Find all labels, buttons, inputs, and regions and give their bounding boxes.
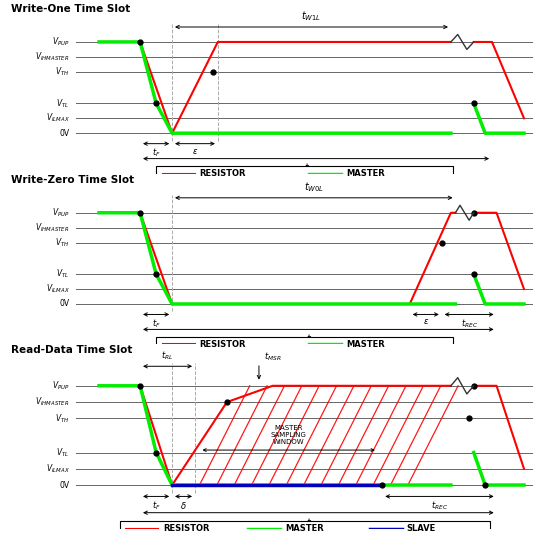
Text: $V_{IHMASTER}$: $V_{IHMASTER}$: [35, 222, 69, 234]
Text: $t_{SLOT}$: $t_{SLOT}$: [306, 516, 330, 530]
Text: $t_{REC}$: $t_{REC}$: [431, 500, 448, 512]
FancyBboxPatch shape: [156, 337, 453, 352]
Text: Read-Data Time Slot: Read-Data Time Slot: [11, 345, 132, 355]
Text: $t_{REC}$: $t_{REC}$: [461, 317, 478, 330]
Text: $t_{W0L}$: $t_{W0L}$: [304, 180, 324, 194]
FancyBboxPatch shape: [120, 521, 490, 537]
Text: RESISTOR: RESISTOR: [200, 169, 246, 178]
Text: $\varepsilon$: $\varepsilon$: [423, 317, 429, 326]
Text: $V_{PUP}$: $V_{PUP}$: [52, 207, 69, 219]
Text: $t_{SLOT}$: $t_{SLOT}$: [304, 161, 328, 175]
Text: $V_{TH}$: $V_{TH}$: [55, 66, 69, 78]
Text: $V_{PUP}$: $V_{PUP}$: [52, 380, 69, 392]
Text: 0V: 0V: [59, 300, 69, 309]
Text: $t_F$: $t_F$: [152, 317, 160, 330]
Text: $\delta$: $\delta$: [180, 500, 187, 511]
Text: MASTER: MASTER: [285, 525, 324, 533]
FancyBboxPatch shape: [156, 166, 453, 181]
Text: Write-One Time Slot: Write-One Time Slot: [11, 4, 130, 14]
Text: MASTER: MASTER: [346, 169, 385, 178]
Text: $t_{MSR}$: $t_{MSR}$: [263, 350, 281, 363]
Text: $t_F$: $t_F$: [152, 500, 160, 512]
Text: $\varepsilon$: $\varepsilon$: [192, 147, 198, 155]
Text: $V_{TL}$: $V_{TL}$: [56, 268, 69, 280]
Text: $V_{TL}$: $V_{TL}$: [56, 97, 69, 110]
Text: $V_{TH}$: $V_{TH}$: [55, 236, 69, 249]
Text: RESISTOR: RESISTOR: [163, 525, 209, 533]
Text: $V_{ILMAX}$: $V_{ILMAX}$: [46, 462, 69, 475]
Text: $V_{PUP}$: $V_{PUP}$: [52, 36, 69, 48]
Text: SLAVE: SLAVE: [407, 525, 436, 533]
Text: $t_{RL}$: $t_{RL}$: [162, 350, 174, 362]
Text: MASTER
SAMPLING
WINDOW: MASTER SAMPLING WINDOW: [271, 425, 307, 445]
Text: $V_{ILMAX}$: $V_{ILMAX}$: [46, 283, 69, 295]
Text: $V_{IHMASTER}$: $V_{IHMASTER}$: [35, 51, 69, 63]
Text: $V_{IHMASTER}$: $V_{IHMASTER}$: [35, 396, 69, 408]
Text: $t_{W1L}$: $t_{W1L}$: [301, 9, 322, 23]
Text: $V_{ILMAX}$: $V_{ILMAX}$: [46, 112, 69, 125]
Text: $t_F$: $t_F$: [152, 147, 160, 159]
Text: 0V: 0V: [59, 480, 69, 489]
Text: $V_{TL}$: $V_{TL}$: [56, 446, 69, 459]
Text: $V_{TH}$: $V_{TH}$: [55, 412, 69, 425]
Text: 0V: 0V: [59, 129, 69, 138]
Text: Write-Zero Time Slot: Write-Zero Time Slot: [11, 175, 134, 185]
Text: MASTER: MASTER: [346, 340, 385, 349]
Text: RESISTOR: RESISTOR: [200, 340, 246, 349]
Text: $t_{SLOT}$: $t_{SLOT}$: [306, 332, 330, 346]
